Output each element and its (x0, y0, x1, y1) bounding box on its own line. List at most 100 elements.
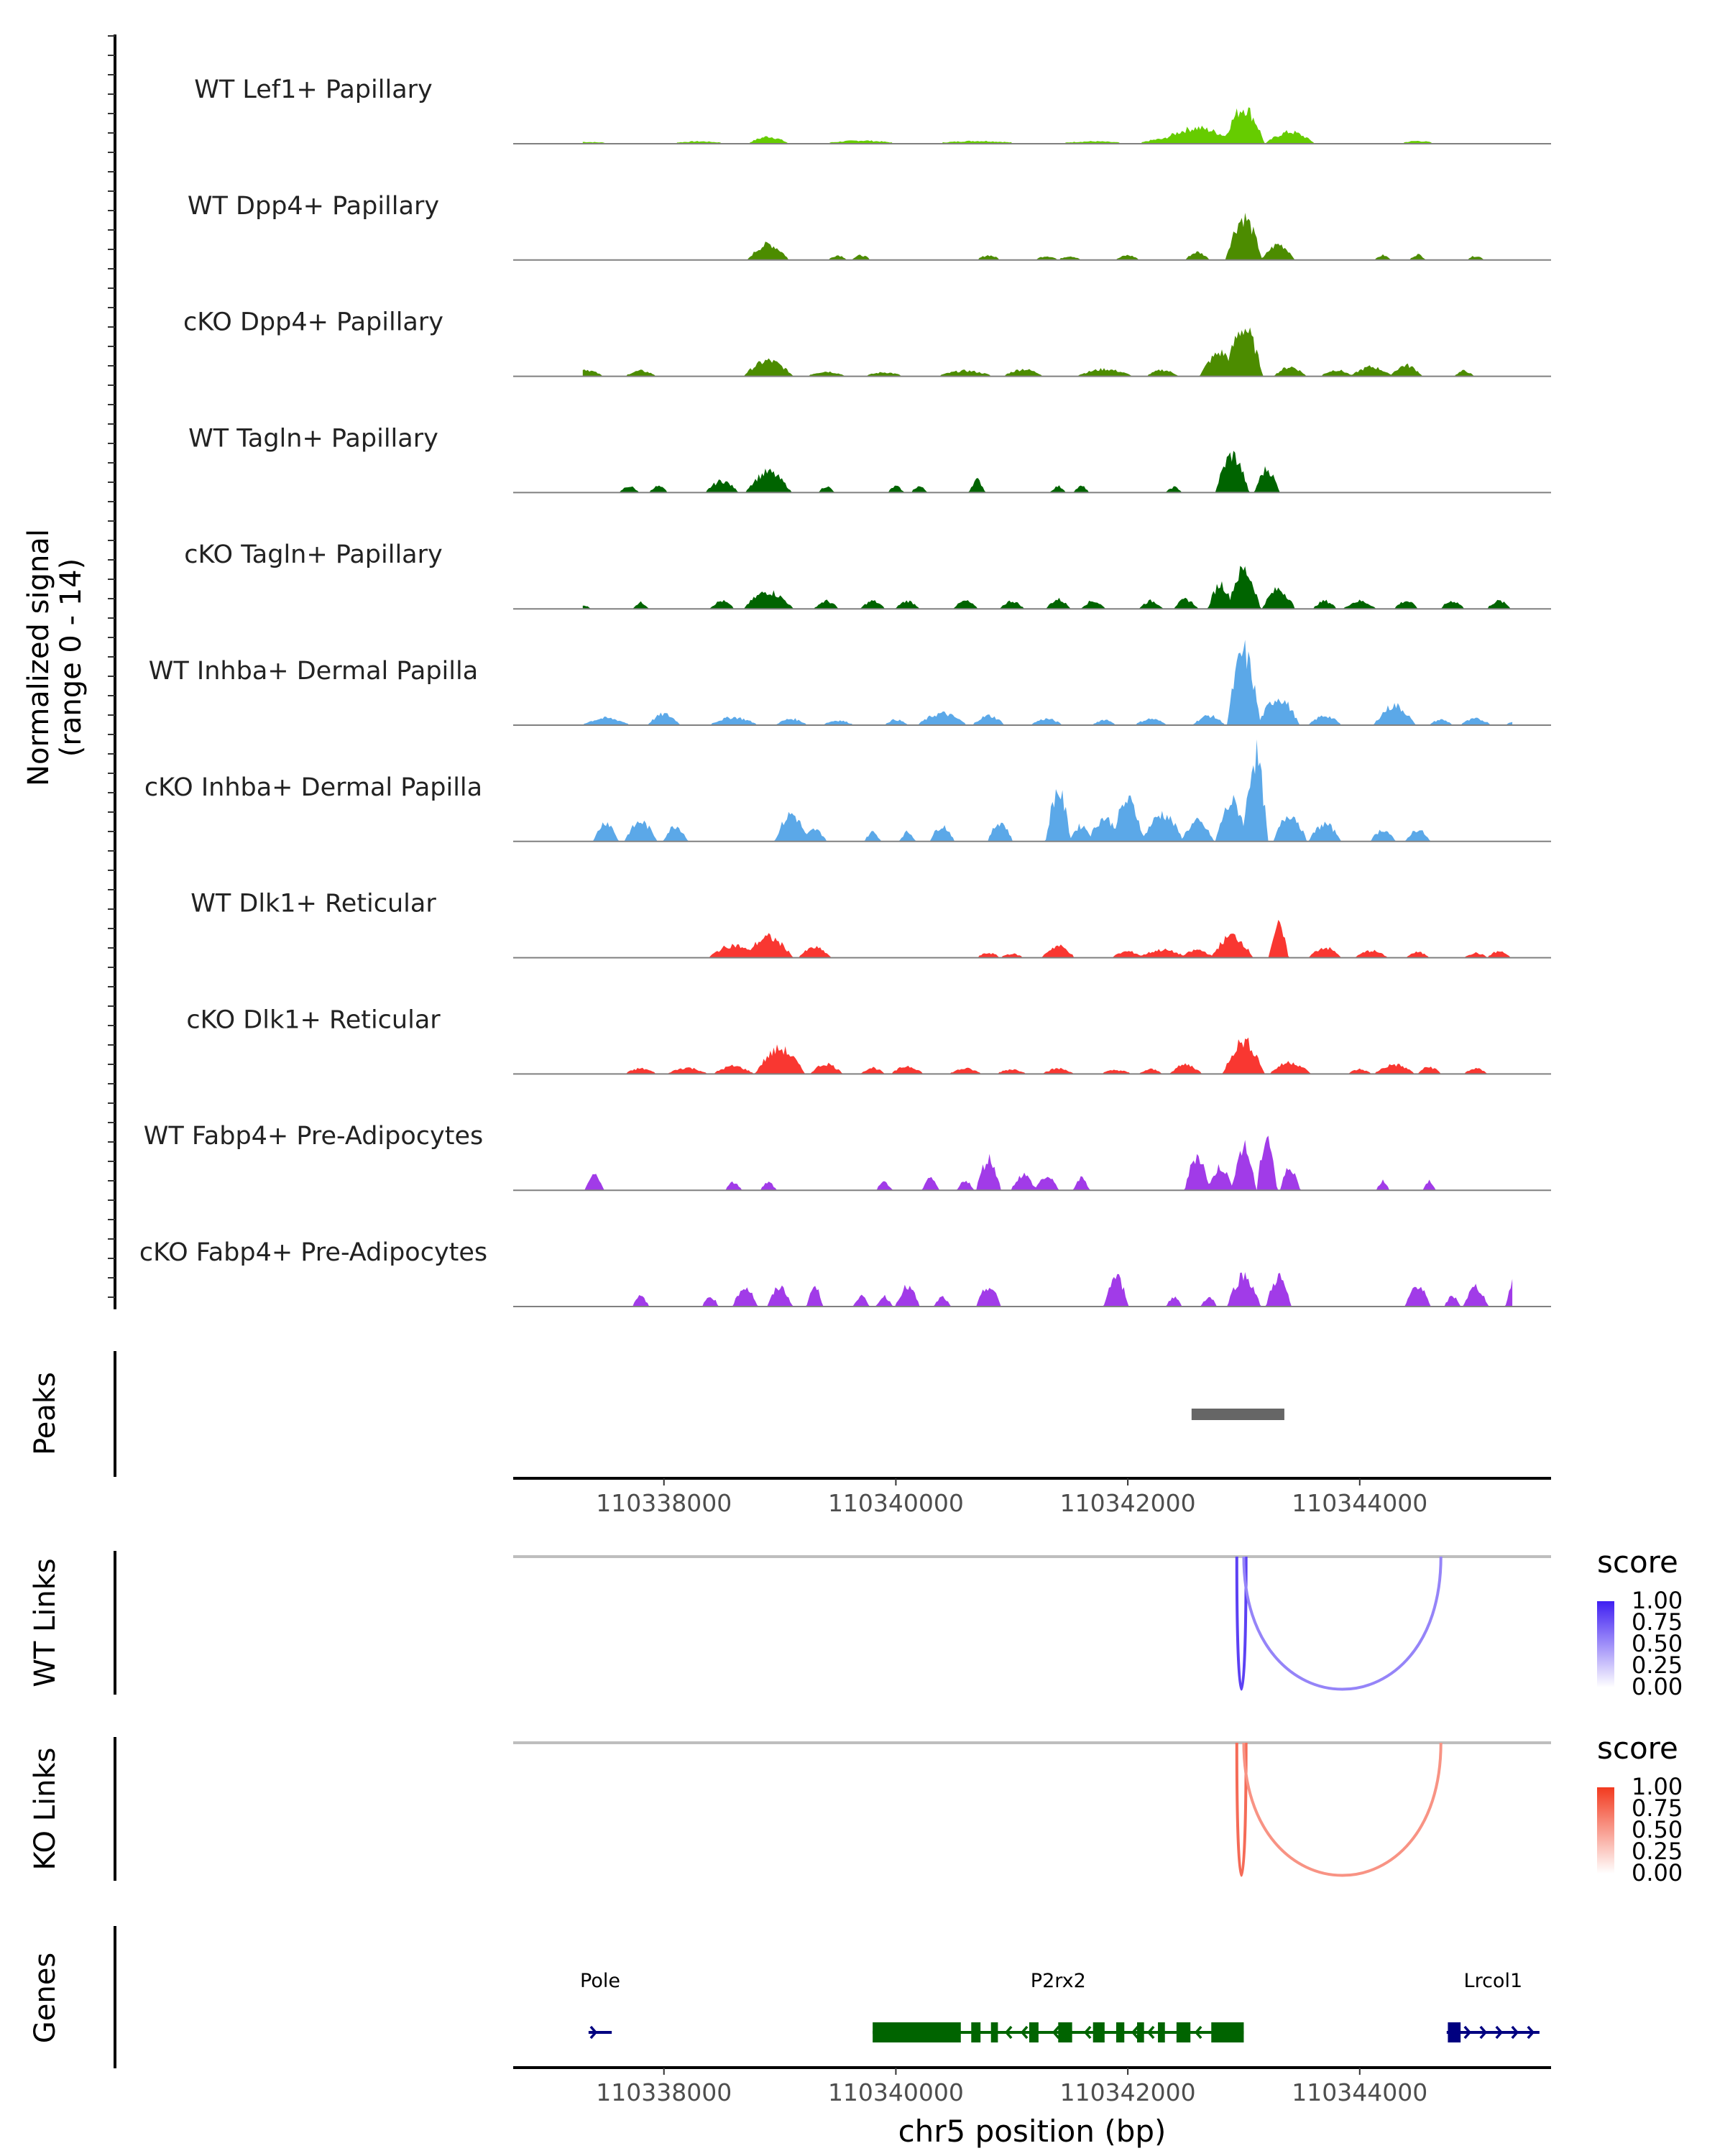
legend-title: score (1597, 1544, 1678, 1580)
x-tick-label: 110340000 (828, 2078, 964, 2106)
track-label: WT Dlk1+ Reticular (190, 890, 436, 918)
peaks-label: Peaks (29, 1372, 62, 1455)
coverage-area (582, 213, 1513, 260)
gene-exon (873, 2022, 961, 2042)
gene-name: P2rx2 (1031, 1970, 1086, 1992)
genes-panel: Genes Pole P2rx2 Lrcol1 (29, 1926, 1540, 2068)
coverage-area (582, 1272, 1513, 1307)
gene-name: Pole (580, 1970, 620, 1992)
gene-exon (1176, 2022, 1191, 2042)
link-arc (1242, 1556, 1443, 1691)
x-tick-label: 110342000 (1060, 1489, 1196, 1517)
x-tick-label: 110338000 (596, 2078, 732, 2106)
track-label: WT Fabp4+ Pre-Adipocytes (144, 1122, 483, 1151)
coverage-area (582, 1037, 1513, 1074)
strand-arrow (1004, 2025, 1013, 2040)
strand-arrow (589, 2025, 598, 2040)
strand-arrow (1463, 2025, 1472, 2040)
links-label: KO Links (29, 1748, 62, 1871)
track-label: cKO Dpp4+ Papillary (183, 308, 443, 337)
coverage-area (582, 107, 1513, 144)
track-label: cKO Inhba+ Dermal Papilla (144, 773, 482, 802)
legend-tick-label: 0.25 (1632, 1651, 1683, 1679)
coverage-area (582, 739, 1513, 842)
x-axis-title: chr5 position (bp) (898, 2114, 1167, 2149)
x-tick-label: 110340000 (828, 1489, 964, 1517)
peaks-panel: Peaks (29, 1351, 1284, 1477)
coverage-tracks: WT Lef1+ Papillary WT Dpp4+ Papillary cKO … (139, 75, 1551, 1307)
x-axis-bottom: 110338000 110340000 110342000 110344000 (513, 2066, 1551, 2106)
coverage-ylabel: Normalized signal (22, 529, 55, 786)
coverage-area (582, 566, 1513, 609)
x-axis-top: 110338000 110340000 110342000 110344000 (513, 1477, 1551, 1517)
coverage-track: cKO Tagln+ Papillary (184, 540, 1551, 610)
legend-tick-label: 0.50 (1632, 1816, 1683, 1843)
gene-exon (1092, 2022, 1105, 2042)
coverage-track: WT Dpp4+ Papillary (188, 192, 1551, 261)
strand-arrow (1479, 2025, 1488, 2040)
coverage-area (582, 640, 1513, 725)
gene-model: Pole (580, 1970, 620, 2040)
link-arc (1235, 1556, 1248, 1691)
coverage-area (582, 451, 1513, 493)
strand-arrow (1495, 2025, 1504, 2040)
legend-tick-label: 0.50 (1632, 1630, 1683, 1657)
link-arc (1242, 1742, 1443, 1877)
coverage-area (582, 919, 1513, 958)
gene-exon (1137, 2022, 1144, 2042)
coverage-track: cKO Dpp4+ Papillary (183, 308, 1551, 377)
track-label: cKO Fabp4+ Pre-Adipocytes (139, 1238, 487, 1267)
link-arc (1235, 1742, 1248, 1877)
legend-colorbar (1597, 1601, 1614, 1687)
track-label: cKO Dlk1+ Reticular (186, 1005, 441, 1034)
legend-tick-label: 0.75 (1632, 1608, 1683, 1636)
gene-exon (1158, 2022, 1165, 2042)
legend-tick-label: 1.00 (1632, 1587, 1683, 1614)
links-panel: KO Links score 1.000.750.500.250.00 (29, 1731, 1683, 1886)
legend-tick-label: 0.25 (1632, 1838, 1683, 1865)
coverage-track: cKO Dlk1+ Reticular (186, 1005, 1551, 1075)
strand-arrow (1511, 2025, 1519, 2040)
coverage-track: cKO Inhba+ Dermal Papilla (144, 739, 1551, 842)
legend-tick-label: 0.00 (1632, 1673, 1683, 1700)
genes-label: Genes (29, 1953, 62, 2043)
coverage-track: WT Tagln+ Papillary (188, 424, 1551, 494)
x-tick-label: 110344000 (1292, 2078, 1427, 2106)
links-panel: WT Links score 1.000.750.500.250.00 (29, 1544, 1683, 1700)
strand-arrow (1020, 2025, 1029, 2040)
coverage-track: WT Fabp4+ Pre-Adipocytes (144, 1122, 1551, 1192)
gene-exon (1211, 2022, 1244, 2042)
gene-exon (1029, 2022, 1039, 2042)
track-label: WT Dpp4+ Papillary (188, 192, 439, 221)
coverage-ylabel-range: (range 0 - 14) (55, 558, 88, 757)
coverage-y-axis (108, 34, 116, 1309)
gene-model: P2rx2 (873, 1970, 1244, 2042)
links-label: WT Links (29, 1558, 62, 1687)
coverage-track: WT Lef1+ Papillary (194, 75, 1551, 144)
x-tick-label: 110338000 (596, 1489, 732, 1517)
gene-model: Lrcol1 (1446, 1970, 1540, 2042)
track-label: WT Tagln+ Papillary (188, 424, 438, 453)
strand-arrow (1052, 2025, 1060, 2040)
coverage-track: cKO Fabp4+ Pre-Adipocytes (139, 1238, 1551, 1307)
legend-title: score (1597, 1731, 1678, 1766)
track-label: WT Inhba+ Dermal Papilla (149, 657, 478, 686)
legend-colorbar (1597, 1787, 1614, 1874)
coverage-track: WT Inhba+ Dermal Papilla (149, 640, 1551, 726)
coverage-area (582, 1135, 1513, 1191)
legend-tick-label: 1.00 (1632, 1773, 1683, 1800)
gene-exon (1116, 2022, 1125, 2042)
strand-arrow (1527, 2025, 1535, 2040)
peak-interval (1191, 1409, 1284, 1420)
gene-name: Lrcol1 (1464, 1970, 1523, 1992)
coverage-track: WT Dlk1+ Reticular (190, 890, 1551, 959)
x-tick-label: 110344000 (1292, 1489, 1427, 1517)
strand-arrow (1194, 2025, 1202, 2040)
track-label: WT Lef1+ Papillary (194, 75, 433, 104)
x-tick-label: 110342000 (1060, 2078, 1196, 2106)
legend-tick-label: 0.75 (1632, 1795, 1683, 1822)
coverage-area (582, 327, 1513, 377)
strand-arrow (1146, 2025, 1155, 2040)
